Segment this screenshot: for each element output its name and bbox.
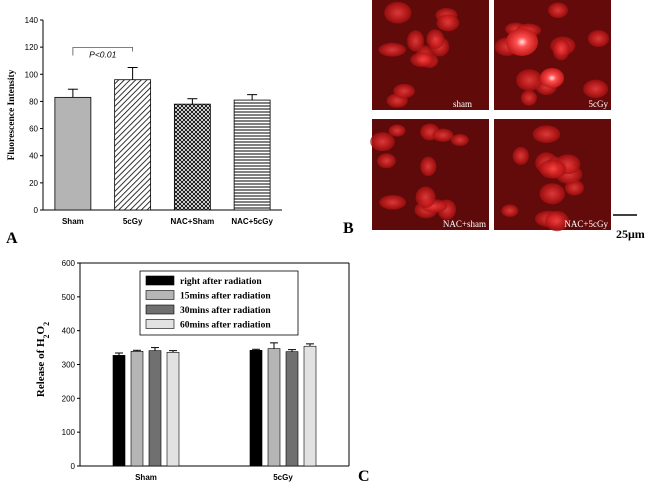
significance-bracket — [72, 47, 134, 56]
y-tick-label-a: 0 — [34, 206, 39, 215]
bar-c-5cgy-0 — [249, 349, 263, 467]
legend-swatch-c — [145, 275, 175, 286]
micrograph-label-nac-sham: NAC+sham — [443, 219, 486, 229]
cell-nucleus — [539, 183, 565, 205]
y-tick-label-a: 120 — [25, 43, 39, 52]
x-tick-label-a: Sham — [62, 217, 84, 226]
cell-nucleus — [377, 153, 396, 169]
legend-label-c: 15mins after radiation — [180, 292, 271, 302]
y-tick-label-c: 300 — [62, 361, 76, 370]
y-tick-label-c: 400 — [62, 327, 76, 336]
bar-c-sham-2 — [148, 350, 162, 467]
cell-nucleus — [410, 52, 435, 68]
panel-label-a: A — [6, 230, 18, 247]
cell-nucleus — [516, 69, 543, 91]
y-tick-label-a: 60 — [29, 125, 38, 134]
y-tick-label-a: 40 — [29, 152, 38, 161]
y-tick-label-a: 140 — [25, 16, 39, 25]
cell-nucleus — [539, 159, 567, 179]
x-tick-label-c: 5cGy — [273, 473, 293, 482]
legend-swatch-c — [145, 290, 175, 300]
cell-nucleus — [388, 124, 406, 137]
y-tick-label-c: 600 — [62, 259, 76, 268]
significance-label: P<0.01 — [89, 50, 116, 60]
cell-nucleus — [545, 210, 569, 232]
x-tick-label-a: 5cGy — [123, 217, 143, 226]
bar-c-sham-0 — [112, 355, 126, 467]
cell-nucleus — [426, 29, 445, 49]
cell-nucleus — [587, 30, 610, 48]
cell-nucleus — [393, 83, 415, 99]
y-axis-label-c: Release of H2O2 — [35, 322, 51, 397]
bar-a-nac5cgy — [233, 99, 271, 211]
legend-label-c: 60mins after radiation — [180, 321, 271, 331]
legend-label-c: 30mins after radiation — [180, 306, 271, 316]
cell-nucleus — [552, 38, 570, 61]
y-tick-label-a: 100 — [25, 70, 39, 79]
y-axis-label-a: Fluorescence Intensity — [7, 69, 17, 160]
micrograph-label-nac-5cgy: NAC+5cGy — [564, 219, 608, 229]
y-tick-label-a: 80 — [29, 97, 38, 106]
cell-nucleus — [420, 156, 437, 177]
cell-nucleus — [512, 146, 529, 165]
cell-nucleus — [520, 90, 537, 106]
micrograph-label-sham: sham — [453, 99, 472, 109]
y-tick-label-c: 0 — [71, 462, 76, 471]
cell-nucleus — [415, 186, 436, 208]
cell-nucleus — [450, 133, 469, 146]
bar-a-sham — [54, 96, 92, 211]
cell-nucleus — [370, 132, 395, 152]
x-tick-label-a: NAC+5cGy — [231, 217, 273, 226]
cell-nucleus — [378, 42, 406, 57]
micrograph-cells — [370, 1, 610, 232]
cell-nucleus — [384, 1, 412, 24]
cell-nucleus — [564, 179, 585, 196]
bar-c-5cgy-3 — [303, 345, 317, 467]
micrograph-panel: sham 5cGy NAC+sham NAC+5cGy — [370, 0, 611, 232]
cell-nucleus — [532, 125, 561, 143]
y-tick-label-a: 20 — [29, 179, 38, 188]
cell-nucleus — [548, 2, 568, 19]
legend-label-c: right after radiation — [180, 277, 262, 287]
y-tick-label-c: 500 — [62, 293, 76, 302]
bar-a-nacsham — [173, 103, 211, 211]
micrograph-label-5cgy: 5cGy — [589, 99, 609, 109]
legend-swatch-c — [145, 319, 175, 329]
panel-label-c: C — [358, 468, 370, 485]
chart-c: 0 100 200 300 400 500 600 Sham 5cGy right after r… — [35, 259, 350, 482]
bar-c-sham-1 — [130, 351, 144, 467]
scale-bar-label: 25μm — [616, 227, 645, 241]
cell-nucleus — [583, 79, 609, 99]
cell-nucleus — [436, 14, 460, 32]
y-tick-label-c: 200 — [62, 394, 76, 403]
cell-nucleus — [379, 195, 407, 210]
bar-c-5cgy-1 — [267, 348, 281, 467]
x-tick-label-a: NAC+Sham — [170, 217, 214, 226]
bar-a-5cgy — [114, 79, 152, 211]
bar-c-sham-3 — [166, 352, 180, 467]
chart-a: 0 20 40 60 80 100 120 140 Sham 5cGy NAC+Sham NAC+5c… — [7, 16, 282, 226]
x-tick-label-c: Sham — [135, 473, 157, 482]
cell-nucleus — [501, 204, 519, 218]
bar-c-5cgy-2 — [285, 351, 299, 467]
cell-nucleus — [432, 128, 454, 142]
y-tick-label-c: 100 — [62, 428, 76, 437]
panel-label-b: B — [343, 220, 354, 237]
cell-nucleus — [407, 30, 424, 52]
cell-nucleus-bright — [506, 28, 538, 56]
cell-nucleus-bright — [540, 68, 564, 88]
legend-swatch-c — [145, 304, 175, 315]
